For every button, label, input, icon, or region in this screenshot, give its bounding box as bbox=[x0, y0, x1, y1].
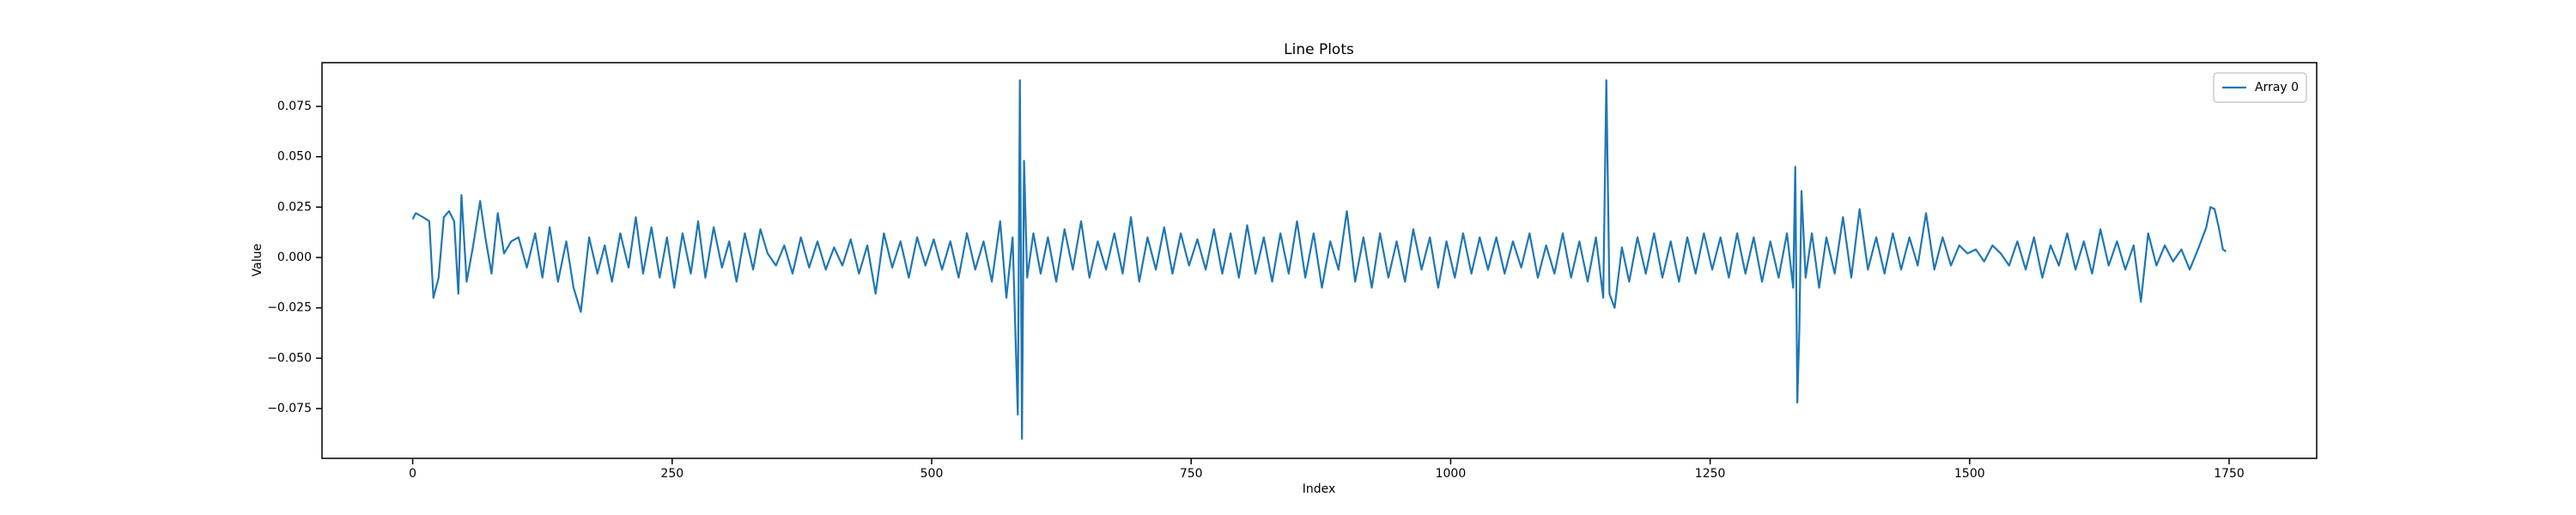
y-axis-label: Value bbox=[251, 244, 264, 276]
y-tick-label: −0.050 bbox=[267, 351, 312, 365]
x-tick-label: 1000 bbox=[1436, 467, 1467, 481]
x-tick-label: 1250 bbox=[1695, 467, 1726, 481]
legend-label: Array 0 bbox=[2255, 81, 2299, 94]
y-tick-label: 0.000 bbox=[277, 251, 312, 264]
y-tick-label: 0.075 bbox=[277, 100, 312, 113]
legend-box bbox=[2213, 72, 2307, 103]
line-series bbox=[411, 79, 2227, 440]
x-axis-label: Index bbox=[1303, 482, 1336, 496]
x-tick-label: 0 bbox=[409, 467, 416, 481]
chart-title: Line Plots bbox=[1284, 41, 1354, 58]
x-tick-label: 1750 bbox=[2214, 467, 2245, 481]
x-tick-label: 250 bbox=[660, 467, 683, 481]
y-tick-label: 0.050 bbox=[277, 150, 312, 164]
y-tick-label: −0.075 bbox=[267, 402, 312, 415]
x-tick-label: 750 bbox=[1180, 467, 1203, 481]
plot-frame bbox=[321, 62, 2318, 459]
y-tick-label: 0.025 bbox=[277, 200, 312, 214]
x-tick-label: 500 bbox=[920, 467, 944, 481]
x-tick-label: 1500 bbox=[1954, 467, 1985, 481]
y-tick-label: −0.025 bbox=[267, 301, 312, 315]
